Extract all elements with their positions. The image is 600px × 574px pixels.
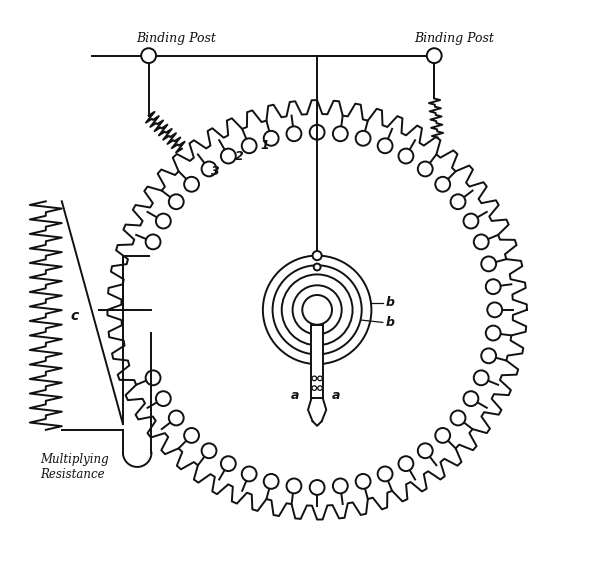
Circle shape: [264, 131, 278, 146]
Circle shape: [242, 138, 257, 153]
Circle shape: [302, 295, 332, 325]
Circle shape: [377, 138, 392, 153]
Circle shape: [202, 161, 217, 176]
Circle shape: [356, 474, 371, 489]
Circle shape: [184, 428, 199, 443]
Circle shape: [141, 48, 156, 63]
Circle shape: [487, 302, 502, 317]
Circle shape: [312, 386, 317, 390]
Text: b: b: [386, 297, 395, 309]
Circle shape: [264, 474, 278, 489]
Circle shape: [318, 376, 322, 381]
Circle shape: [451, 195, 466, 209]
Text: c: c: [70, 309, 79, 323]
Circle shape: [146, 234, 160, 249]
Text: Binding Post: Binding Post: [136, 32, 216, 45]
Circle shape: [481, 257, 496, 272]
Circle shape: [221, 456, 236, 471]
Circle shape: [418, 443, 433, 458]
Text: a: a: [291, 389, 299, 402]
Circle shape: [314, 263, 320, 270]
Text: Binding Post: Binding Post: [414, 32, 494, 45]
Circle shape: [221, 149, 236, 164]
Circle shape: [184, 177, 199, 192]
Circle shape: [481, 348, 496, 363]
Circle shape: [435, 177, 450, 192]
Text: 1: 1: [260, 139, 269, 153]
Bar: [311, 325, 323, 398]
Circle shape: [333, 126, 348, 141]
Circle shape: [156, 391, 171, 406]
Circle shape: [333, 479, 348, 493]
Circle shape: [169, 410, 184, 425]
Text: 3: 3: [211, 165, 220, 179]
Circle shape: [202, 443, 217, 458]
Circle shape: [474, 370, 488, 385]
Circle shape: [486, 279, 500, 294]
Text: Multiplying
Resistance: Multiplying Resistance: [40, 453, 109, 480]
Circle shape: [312, 376, 317, 381]
Circle shape: [398, 456, 413, 471]
Circle shape: [146, 370, 160, 385]
Text: 2: 2: [235, 150, 244, 164]
Circle shape: [427, 48, 442, 63]
Circle shape: [242, 467, 257, 482]
Circle shape: [435, 428, 450, 443]
Circle shape: [398, 149, 413, 164]
Circle shape: [464, 391, 478, 406]
Circle shape: [356, 131, 371, 146]
Circle shape: [169, 195, 184, 209]
Text: b: b: [386, 316, 395, 329]
Circle shape: [418, 161, 433, 176]
Circle shape: [474, 234, 488, 249]
Circle shape: [287, 126, 301, 141]
Circle shape: [464, 214, 478, 228]
Circle shape: [377, 467, 392, 482]
Circle shape: [287, 479, 301, 493]
Circle shape: [313, 251, 322, 260]
Circle shape: [310, 480, 325, 495]
Circle shape: [156, 214, 171, 228]
Circle shape: [451, 410, 466, 425]
Circle shape: [310, 125, 325, 139]
Text: a: a: [332, 389, 340, 402]
Circle shape: [318, 386, 322, 390]
Circle shape: [486, 325, 500, 340]
